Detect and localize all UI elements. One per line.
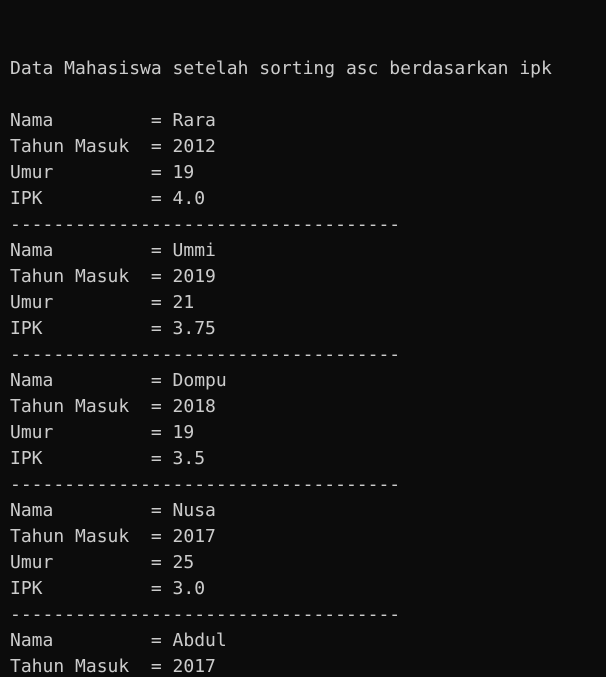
assign-sign: = bbox=[150, 318, 162, 339]
assign-sign: = bbox=[150, 578, 162, 599]
assign-sign: = bbox=[150, 188, 162, 209]
field-line: Umur = 19 bbox=[10, 420, 606, 446]
assign-sign: = bbox=[150, 240, 162, 261]
field-line: IPK = 3.75 bbox=[10, 316, 606, 342]
title: Data Mahasiswa setelah sorting asc berda… bbox=[10, 58, 552, 79]
assign-sign: = bbox=[150, 266, 162, 287]
separator-line: ------------------------------------ bbox=[10, 212, 606, 238]
field-label: IPK bbox=[10, 448, 43, 469]
field-label: IPK bbox=[10, 578, 43, 599]
field-value: 2017 bbox=[172, 526, 216, 547]
assign-sign: = bbox=[150, 370, 162, 391]
separator-line: ------------------------------------ bbox=[10, 472, 606, 498]
field-label: Nama bbox=[10, 240, 54, 261]
separator: ------------------------------------ bbox=[10, 344, 401, 365]
separator: ------------------------------------ bbox=[10, 604, 401, 625]
field-value: 21 bbox=[172, 292, 195, 313]
field-value: 2012 bbox=[172, 136, 216, 157]
field-line: Tahun Masuk = 2012 bbox=[10, 134, 606, 160]
field-value: 3.0 bbox=[172, 578, 206, 599]
assign-sign: = bbox=[150, 500, 162, 521]
field-value: 3.5 bbox=[172, 448, 206, 469]
field-value: Ummi bbox=[172, 240, 216, 261]
field-line: Tahun Masuk = 2019 bbox=[10, 264, 606, 290]
field-line: Nama = Abdul bbox=[10, 628, 606, 654]
field-label: Tahun Masuk bbox=[10, 136, 130, 157]
field-label: Umur bbox=[10, 292, 54, 313]
separator-line: ------------------------------------ bbox=[10, 342, 606, 368]
field-label: Umur bbox=[10, 422, 54, 443]
field-label: Umur bbox=[10, 552, 54, 573]
field-line: Nama = Nusa bbox=[10, 498, 606, 524]
field-line: IPK = 4.0 bbox=[10, 186, 606, 212]
field-line: IPK = 3.0 bbox=[10, 576, 606, 602]
field-value: Rara bbox=[172, 110, 216, 131]
assign-sign: = bbox=[150, 422, 162, 443]
field-label: Tahun Masuk bbox=[10, 396, 130, 417]
assign-sign: = bbox=[150, 526, 162, 547]
field-label: Tahun Masuk bbox=[10, 526, 130, 547]
field-value: Nusa bbox=[172, 500, 216, 521]
field-line: Umur = 25 bbox=[10, 550, 606, 576]
separator: ------------------------------------ bbox=[10, 214, 401, 235]
field-label: Nama bbox=[10, 110, 54, 131]
assign-sign: = bbox=[150, 136, 162, 157]
field-value: 2018 bbox=[172, 396, 216, 417]
field-line: Tahun Masuk = 2017 bbox=[10, 654, 606, 677]
field-line: Nama = Dompu bbox=[10, 368, 606, 394]
field-line: Umur = 21 bbox=[10, 290, 606, 316]
field-line: Umur = 19 bbox=[10, 160, 606, 186]
field-label: Tahun Masuk bbox=[10, 266, 130, 287]
field-value: 3.75 bbox=[172, 318, 216, 339]
assign-sign: = bbox=[150, 162, 162, 183]
assign-sign: = bbox=[150, 448, 162, 469]
field-line: IPK = 3.5 bbox=[10, 446, 606, 472]
field-line: Tahun Masuk = 2018 bbox=[10, 394, 606, 420]
assign-sign: = bbox=[150, 292, 162, 313]
field-line: Tahun Masuk = 2017 bbox=[10, 524, 606, 550]
field-label: IPK bbox=[10, 318, 43, 339]
field-value: 4.0 bbox=[172, 188, 206, 209]
assign-sign: = bbox=[150, 110, 162, 131]
field-label: Tahun Masuk bbox=[10, 656, 130, 677]
title-line: Data Mahasiswa setelah sorting asc berda… bbox=[10, 56, 606, 82]
field-label: IPK bbox=[10, 188, 43, 209]
field-value: Abdul bbox=[172, 630, 227, 651]
assign-sign: = bbox=[150, 656, 162, 677]
field-value: 19 bbox=[172, 162, 195, 183]
assign-sign: = bbox=[150, 552, 162, 573]
field-value: 25 bbox=[172, 552, 195, 573]
field-value: 2017 bbox=[172, 656, 216, 677]
assign-sign: = bbox=[150, 630, 162, 651]
field-label: Nama bbox=[10, 630, 54, 651]
field-label: Nama bbox=[10, 370, 54, 391]
assign-sign: = bbox=[150, 396, 162, 417]
separator-line: ------------------------------------ bbox=[10, 602, 606, 628]
field-label: Umur bbox=[10, 162, 54, 183]
field-value: 19 bbox=[172, 422, 195, 443]
field-line: Nama = Ummi bbox=[10, 238, 606, 264]
field-line: Nama = Rara bbox=[10, 108, 606, 134]
field-label: Nama bbox=[10, 500, 54, 521]
field-value: 2019 bbox=[172, 266, 216, 287]
separator: ------------------------------------ bbox=[10, 474, 401, 495]
field-value: Dompu bbox=[172, 370, 227, 391]
